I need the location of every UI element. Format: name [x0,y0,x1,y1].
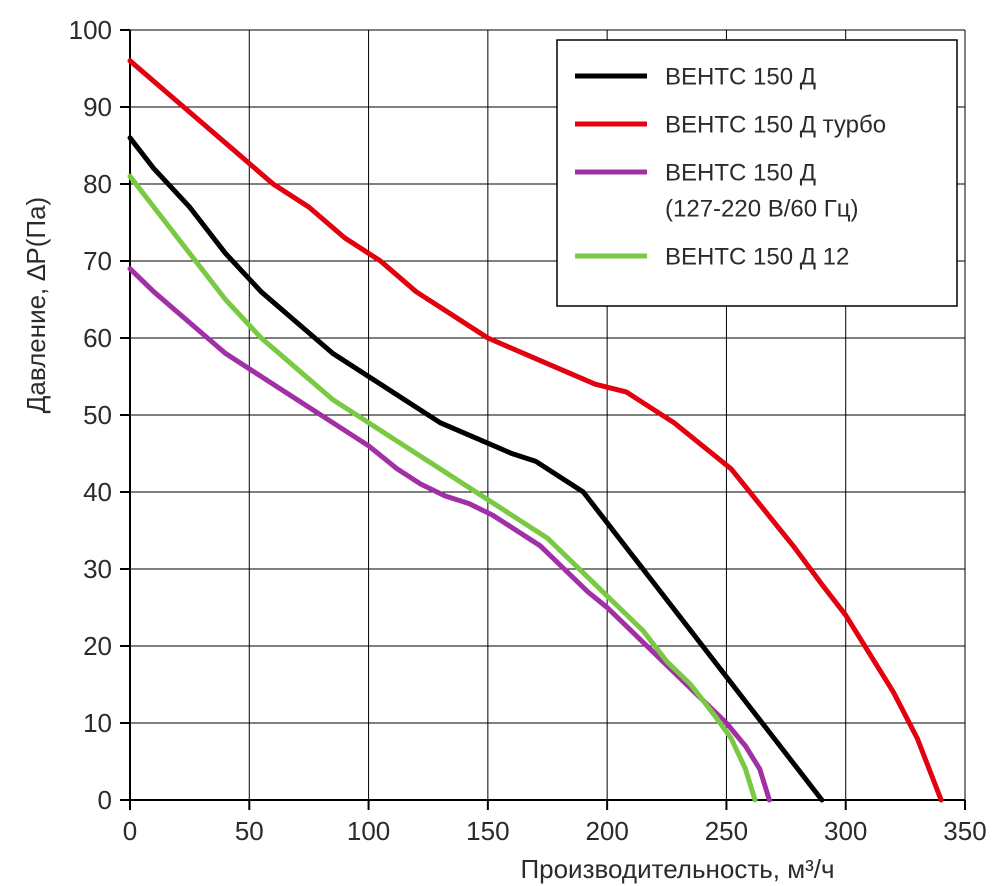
y-tick-label: 60 [83,323,112,353]
x-tick-label: 200 [585,816,628,846]
x-axis-label: Производительность, м³/ч [520,854,834,884]
legend-label-vents150d_127_220: ВЕНТС 150 Д [665,159,816,186]
fan-curve-chart: 050100150200250300350Производительность,… [0,0,1000,886]
x-tick-label: 0 [123,816,137,846]
x-tick-label: 50 [235,816,264,846]
x-tick-label: 150 [466,816,509,846]
y-tick-label: 10 [83,708,112,738]
legend-label-vents150d12: ВЕНТС 150 Д 12 [665,243,849,270]
y-tick-label: 100 [69,15,112,45]
y-tick-label: 70 [83,246,112,276]
y-tick-label: 40 [83,477,112,507]
legend-sublabel-vents150d_127_220: (127-220 В/60 Гц) [665,195,859,222]
y-tick-label: 90 [83,92,112,122]
x-tick-label: 100 [347,816,390,846]
y-tick-label: 0 [98,785,112,815]
y-tick-label: 20 [83,631,112,661]
x-tick-label: 350 [943,816,986,846]
y-tick-label: 80 [83,169,112,199]
legend-label-vents150d_turbo: ВЕНТС 150 Д турбо [665,111,886,138]
legend: ВЕНТС 150 Д ВЕНТС 150 Д турбо ВЕНТС 150 Д (… [557,40,957,306]
x-tick-label: 300 [824,816,867,846]
legend-label-vents150d: ВЕНТС 150 Д [665,63,816,90]
chart-svg: 050100150200250300350Производительность,… [0,0,1000,886]
y-axis-label: Давление, ∆Р(Па) [21,197,51,413]
x-tick-label: 250 [705,816,748,846]
y-tick-label: 30 [83,554,112,584]
y-tick-label: 50 [83,400,112,430]
